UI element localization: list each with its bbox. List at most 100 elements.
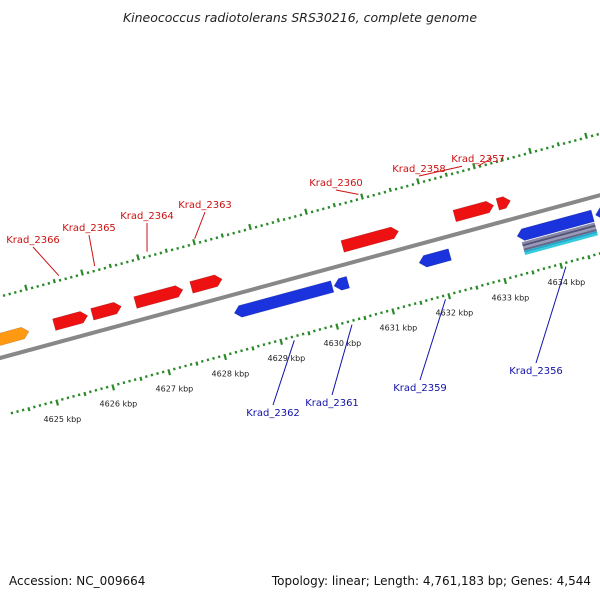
forward-track-tick: [489, 161, 493, 165]
forward-track-tick: [131, 259, 135, 263]
gene-arrow-krad_2358[interactable]: [452, 200, 495, 223]
forward-track-tick: [304, 208, 308, 215]
forward-track-tick: [114, 263, 118, 267]
forward-track-tick: [444, 172, 448, 177]
forward-track-tick: [103, 266, 107, 270]
leader-line: [32, 246, 60, 277]
forward-track-tick: [400, 186, 404, 190]
forward-track-tick: [428, 178, 432, 182]
forward-track-tick: [450, 172, 454, 176]
reverse-track-tick: [178, 365, 182, 369]
forward-track-tick: [512, 155, 516, 159]
forward-track-tick: [13, 290, 17, 294]
reverse-track-tick: [346, 320, 350, 324]
gene-arrow-krad_2357[interactable]: [495, 196, 511, 211]
reverse-track-tick: [296, 334, 299, 338]
forward-track-tick: [523, 152, 527, 156]
leader-line: [535, 266, 567, 364]
reverse-track-tick: [100, 387, 103, 391]
gene-arrow-krad_2363[interactable]: [189, 274, 223, 294]
leader-line: [419, 299, 446, 381]
leader-line: [272, 340, 295, 406]
reverse-track-tick: [139, 376, 143, 382]
reverse-track-tick: [385, 309, 389, 313]
forward-track-tick: [534, 149, 538, 153]
gene-label-krad_2363: Krad_2363: [178, 200, 232, 211]
forward-track-tick: [495, 160, 499, 164]
forward-track-tick: [271, 221, 275, 225]
reverse-track-tick: [21, 408, 25, 412]
forward-tick-track: [2, 132, 600, 297]
reverse-track-tick: [133, 378, 137, 382]
map-title: Kineococcus radiotolerans SRS30216, comp…: [122, 10, 478, 25]
scale-label: 4631 kbp: [380, 324, 418, 333]
forward-track-tick: [243, 228, 247, 232]
forward-track-tick: [316, 208, 320, 212]
reverse-track-tick: [128, 379, 131, 383]
forward-track-tick: [472, 162, 476, 170]
gene-arrow-other[interactable]: [0, 326, 30, 347]
backbone-line: [0, 193, 600, 361]
forward-track-tick: [349, 199, 353, 203]
scale-label: 4630 kbp: [324, 339, 362, 348]
reverse-track-tick: [312, 329, 316, 333]
gene-arrow-krad_2356[interactable]: [516, 209, 595, 241]
reverse-track-tick: [38, 403, 42, 407]
forward-track-tick: [220, 233, 224, 238]
reverse-track-tick: [172, 367, 176, 371]
reverse-track-tick: [27, 406, 31, 412]
gene-label-krad_2362: Krad_2362: [246, 408, 300, 419]
reverse-track-tick: [374, 312, 378, 316]
forward-track-tick: [360, 193, 364, 200]
reverse-track-tick: [279, 338, 284, 345]
reverse-track-tick: [161, 370, 165, 374]
reverse-track-tick: [116, 382, 120, 386]
reverse-track-tick: [536, 268, 540, 272]
reverse-track-tick: [441, 294, 445, 298]
gene-arrow-krad_2359[interactable]: [418, 248, 452, 268]
forward-track-tick: [192, 238, 196, 246]
reverse-track-tick: [200, 359, 204, 363]
reverse-track-tick: [49, 400, 53, 404]
forward-track-tick: [288, 216, 292, 220]
gene-arrow-krad_2366[interactable]: [52, 311, 89, 331]
forward-track-tick: [355, 198, 359, 202]
reverse-track-tick: [419, 300, 423, 306]
reverse-track-tick: [475, 285, 479, 290]
reverse-track-tick: [268, 341, 271, 345]
reverse-track-tick: [396, 306, 400, 310]
gene-arrow-krad_2365[interactable]: [90, 301, 122, 321]
forward-track-tick: [556, 142, 560, 147]
gene-arrow-reverse[interactable]: [595, 199, 600, 220]
gene-arrow-krad_2364[interactable]: [133, 285, 184, 309]
gene-arrow-krad_2361[interactable]: [333, 276, 350, 291]
feature-stack-bar: [521, 222, 596, 245]
gene-arrow-krad_2360[interactable]: [340, 226, 399, 253]
forward-track-tick: [433, 176, 437, 180]
forward-track-tick: [120, 262, 124, 266]
reverse-track-tick: [492, 280, 495, 284]
forward-track-tick: [2, 294, 6, 297]
forward-track-tick: [136, 254, 140, 261]
feature-stack-bar: [522, 224, 596, 247]
forward-track-tick: [584, 132, 588, 139]
forward-track-tick: [344, 201, 348, 205]
reverse-track-tick: [217, 355, 221, 359]
reverse-track-tick: [424, 299, 428, 303]
reverse-track-tick: [480, 283, 484, 287]
scale-label: 4629 kbp: [268, 354, 306, 363]
forward-track-tick: [248, 223, 252, 231]
forward-track-tick: [439, 175, 443, 179]
forward-track-tick: [282, 218, 286, 222]
reverse-track-tick: [273, 340, 277, 344]
forward-track-tick: [52, 278, 56, 284]
reverse-track-tick: [150, 373, 154, 377]
feature-stack-bar: [522, 226, 597, 249]
forward-track-tick: [204, 239, 208, 243]
forward-track-tick: [372, 193, 376, 197]
forward-track-tick: [276, 218, 280, 223]
forward-track-tick: [327, 205, 331, 209]
gene-arrow-krad_2362[interactable]: [233, 280, 335, 318]
forward-track-tick: [573, 138, 577, 142]
reverse-track-tick: [60, 397, 64, 401]
